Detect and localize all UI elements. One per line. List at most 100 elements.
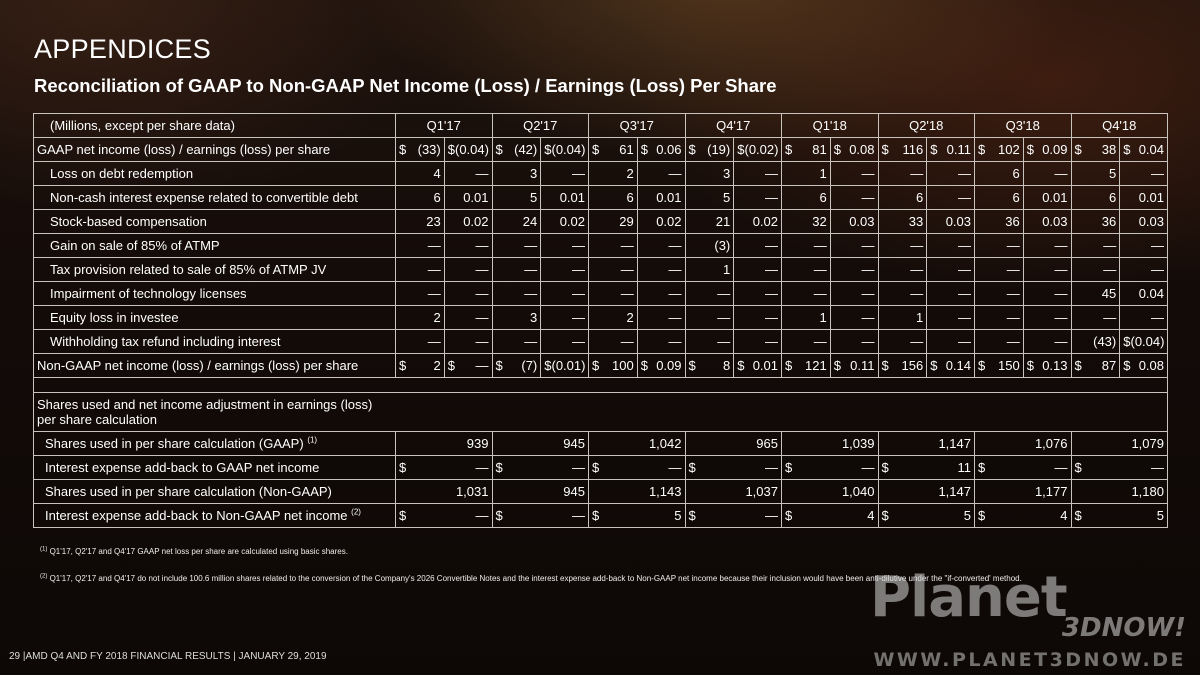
per-share-amount: — bbox=[765, 190, 778, 205]
row-label-text: Interest expense add-back to Non-GAAP ne… bbox=[45, 508, 348, 523]
per-share-amount: — bbox=[958, 238, 971, 253]
value-cell: — — bbox=[974, 329, 1072, 354]
value-cell: 1— bbox=[781, 305, 879, 330]
amount: 61 bbox=[619, 142, 634, 157]
amount: (19) bbox=[707, 142, 731, 157]
table-row: Gain on sale of 85% of ATMP — — — — — — (3) — — — —… bbox=[33, 233, 1168, 258]
amount: 150 bbox=[998, 358, 1020, 373]
amount: — bbox=[524, 238, 538, 253]
value-cell: 45 0.04 bbox=[1070, 281, 1168, 306]
per-share-amount: 0.11 bbox=[850, 358, 875, 373]
share-row: Shares used in per share calculation (No… bbox=[33, 479, 1168, 504]
value-cell: $102 $0.09 bbox=[974, 137, 1072, 162]
amount: — bbox=[427, 238, 441, 253]
per-share-amount: — bbox=[475, 166, 489, 181]
amount: (7) bbox=[521, 358, 538, 373]
value-cell: 5 0.01 bbox=[491, 185, 589, 210]
amount: 29 bbox=[619, 214, 634, 229]
per-share-amount: (0.01) bbox=[551, 358, 586, 373]
per-share-amount: — bbox=[1151, 310, 1164, 325]
currency-sign: $ bbox=[785, 142, 793, 157]
amount: — bbox=[910, 286, 924, 301]
value-cell: $2 $ — bbox=[395, 353, 493, 378]
amount: — bbox=[1006, 334, 1020, 349]
column-header: Q4'17 bbox=[684, 113, 782, 138]
currency-sign: $ bbox=[881, 358, 889, 373]
page-subtitle: Reconciliation of GAAP to Non-GAAP Net I… bbox=[34, 75, 777, 96]
amount: 1,037 bbox=[745, 484, 778, 499]
per-share-amount: — bbox=[1054, 310, 1068, 325]
per-share-amount: 0.02 bbox=[463, 214, 489, 229]
currency-sign: $ bbox=[688, 142, 696, 157]
value-cell: — — bbox=[1070, 233, 1168, 258]
per-share-amount: 0.03 bbox=[1042, 214, 1068, 229]
value-cell: (3) — bbox=[684, 233, 782, 258]
amount: (3) bbox=[714, 238, 731, 253]
amount: 5 bbox=[530, 190, 538, 205]
amount: 1,180 bbox=[1131, 484, 1164, 499]
currency-sign: $ bbox=[495, 142, 503, 157]
per-share-amount: (0.04) bbox=[1130, 334, 1165, 349]
per-share-amount: 0.11 bbox=[946, 142, 971, 157]
value-cell: 1— bbox=[877, 305, 975, 330]
amount: — bbox=[427, 262, 441, 277]
amount: 4 bbox=[867, 508, 875, 523]
amount: 4 bbox=[433, 166, 441, 181]
value-cell: $150 $0.13 bbox=[974, 353, 1072, 378]
value-cell: 939 bbox=[395, 431, 493, 456]
value-cell: — — bbox=[395, 257, 493, 282]
amount: 1 bbox=[916, 310, 924, 325]
watermark: Planet 3DNOW! WWW.PLANET3DNOW.DE bbox=[870, 565, 1190, 671]
footnote-mark: (2) bbox=[40, 573, 48, 580]
value-cell: 1,076 bbox=[974, 431, 1072, 456]
amount: 1 bbox=[819, 310, 827, 325]
amount: 1,147 bbox=[938, 484, 971, 499]
per-share-amount: (0.04) bbox=[551, 142, 586, 157]
value-cell: — — bbox=[974, 233, 1072, 258]
per-share-amount: — bbox=[668, 262, 682, 277]
per-share-amount: — bbox=[668, 310, 682, 325]
amount: — bbox=[1103, 262, 1117, 277]
amount: 939 bbox=[466, 436, 489, 451]
amount: 2 bbox=[626, 310, 634, 325]
table-row: Stock-based compensation 23 0.02 24 0.02 29 0.… bbox=[33, 209, 1168, 234]
value-cell: $121 $0.11 bbox=[781, 353, 879, 378]
row-label: Impairment of technology licenses bbox=[33, 281, 396, 306]
amount: 87 bbox=[1101, 358, 1117, 373]
currency-sign: $ bbox=[1074, 508, 1082, 523]
value-cell: $81 $0.08 bbox=[781, 137, 879, 162]
amount: — bbox=[910, 238, 924, 253]
currency-sign: $ bbox=[592, 508, 600, 523]
amount: 36 bbox=[1101, 214, 1117, 229]
value-cell: $ — bbox=[684, 455, 782, 480]
per-share-amount: — bbox=[1054, 286, 1068, 301]
per-share-amount: 0.03 bbox=[849, 214, 875, 229]
currency-sign: $ bbox=[495, 460, 503, 475]
value-cell: 6— bbox=[877, 185, 975, 210]
value-cell: 24 0.02 bbox=[491, 209, 589, 234]
amount: 32 bbox=[812, 214, 827, 229]
amount: 1,031 bbox=[455, 484, 489, 499]
value-cell: $11 bbox=[877, 455, 975, 480]
value-cell: 1— bbox=[781, 161, 879, 186]
currency-sign: $ bbox=[737, 142, 745, 157]
amount: 3 bbox=[530, 310, 538, 325]
column-header: Q2'17 bbox=[491, 113, 589, 138]
amount: — bbox=[910, 166, 924, 181]
per-share-amount: — bbox=[861, 262, 875, 277]
value-cell: 36 0.03 bbox=[974, 209, 1072, 234]
currency-sign: $ bbox=[399, 508, 407, 523]
share-row: Interest expense add-back to GAAP net in… bbox=[33, 455, 1168, 480]
amount: 6 bbox=[626, 190, 634, 205]
row-label: Loss on debt redemption bbox=[33, 161, 396, 186]
per-share-amount: — bbox=[572, 286, 585, 301]
amount: — bbox=[1006, 286, 1020, 301]
value-cell: $ — bbox=[491, 455, 589, 480]
currency-sign: $ bbox=[785, 508, 793, 523]
currency-sign: $ bbox=[495, 508, 503, 523]
per-share-amount: 0.02 bbox=[656, 214, 682, 229]
value-cell: 2— bbox=[395, 305, 493, 330]
section-label: Shares used and net income adjustment in… bbox=[33, 392, 1168, 432]
per-share-amount: — bbox=[475, 358, 489, 373]
amount: 33 bbox=[908, 214, 924, 229]
